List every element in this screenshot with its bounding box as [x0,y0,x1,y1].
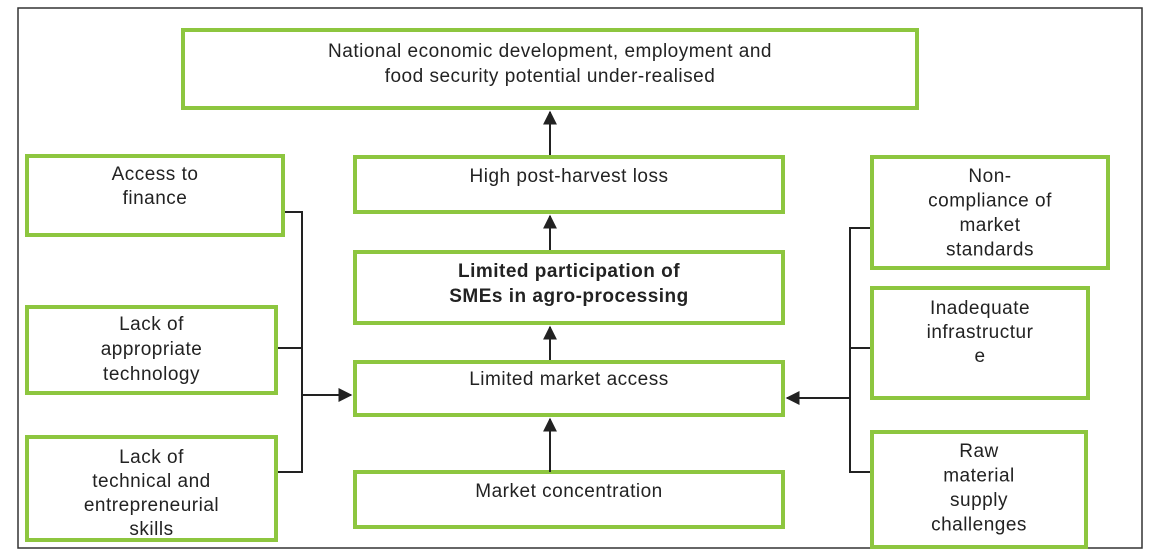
node: Inadequate infrastructur e [870,286,1090,400]
node-label: Non- [968,166,1011,187]
left-bracket [278,211,303,473]
boxes: National economic development, employmen… [25,28,1110,549]
node-label: appropriate [101,339,203,360]
node-label: Raw [959,441,999,462]
node-box [353,250,785,325]
node: Lack of technical and entrepreneurial skill… [25,435,278,542]
node-label: skills [129,519,173,540]
node: Market concentration [353,470,785,529]
node-label: finance [123,188,188,209]
node-label: standards [946,240,1034,261]
node-box [353,155,785,214]
node-box [870,430,1088,549]
node-label: SMEs in agro-processing [449,286,689,307]
node-label: High post-harvest loss [470,166,669,187]
node-label: supply [950,490,1008,511]
node-box [25,154,285,237]
node-box [181,28,919,110]
node: Access to finance [25,154,285,237]
connectors [278,110,870,473]
node-box [870,286,1090,400]
node-label: Limited participation of [458,261,680,282]
node: Limited participation of SMEs in agro-pro… [353,250,785,325]
node-label: Access to [112,164,199,185]
node: High post-harvest loss [353,155,785,214]
node-label: technology [103,364,200,385]
node: Lack of appropriate technology [25,305,278,395]
node: Non-compliance of market standards [870,155,1110,270]
node-box [25,435,278,542]
node-label: challenges [931,515,1027,536]
node-label: Lack of [119,447,184,468]
node-label: Limited market access [469,369,669,390]
node: National economic development, employmen… [181,28,919,110]
frame [17,7,1143,549]
node-box [353,360,785,417]
right-bracket [849,227,870,473]
node-label: technical and [92,471,210,492]
node-label: Market concentration [475,481,662,502]
node-label: infrastructur [927,322,1034,343]
node: Raw material supply challenges [870,430,1088,549]
node-box [353,470,785,529]
node-box [870,155,1110,270]
node-label: market [959,215,1020,236]
node-label: Inadequate [930,298,1030,319]
node-label: entrepreneurial [84,495,219,516]
node-label: material [943,466,1015,487]
node-box [25,305,278,395]
node-label: food security potential under-realised [385,66,716,87]
node-label: e [974,346,985,367]
node-label: Lack of [119,314,184,335]
node-label: National economic development, employmen… [328,41,772,62]
node-label: compliance of [928,191,1052,212]
node: Limited market access [353,360,785,417]
